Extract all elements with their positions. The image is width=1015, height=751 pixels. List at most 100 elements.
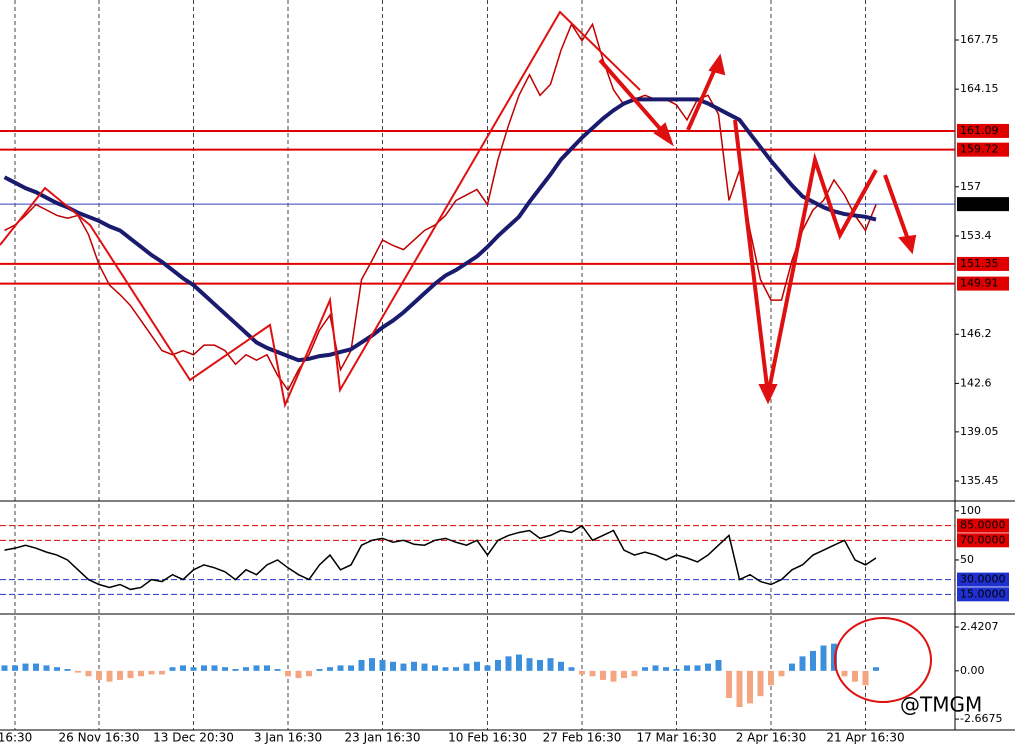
histogram-bar <box>526 658 533 671</box>
level-label-box <box>957 142 1009 157</box>
histogram-bar <box>316 669 323 671</box>
x-tick-label: 23 Jan 16:30 <box>345 731 421 745</box>
histogram-bar <box>558 661 564 671</box>
histogram-bar <box>369 658 375 671</box>
y-tick-label: 159.72 <box>960 143 999 156</box>
y-tick-label: 2.4207 <box>960 620 999 633</box>
y-tick-label: 164.15 <box>960 82 999 95</box>
histogram-bar <box>799 656 806 671</box>
histogram-bar <box>211 665 218 671</box>
histogram-bar <box>43 665 50 671</box>
histogram-bar <box>768 670 774 686</box>
series-line <box>4 22 877 392</box>
histogram-bar <box>243 667 249 671</box>
arrow <box>733 119 878 396</box>
layers: 16:30 26 Nov 16:30 13 Dec 20:30 3 Jan 16:30… <box>0 22 1009 745</box>
histogram-bar <box>232 669 239 671</box>
histogram-bar <box>862 670 869 686</box>
highlight-circle <box>834 617 932 703</box>
histogram-bar <box>715 659 722 671</box>
histogram-bar <box>253 665 260 671</box>
histogram-bar <box>159 670 165 675</box>
y-tick-label: 85.0000 <box>960 519 1006 532</box>
histogram-bar <box>453 667 459 671</box>
level-label-box <box>957 572 1009 587</box>
histogram-bar <box>85 670 92 677</box>
x-tick-label: 3 Jan 16:30 <box>254 731 322 745</box>
y-tick-label: 50 <box>960 553 974 566</box>
histogram-bar <box>621 670 627 679</box>
histogram-bar <box>810 650 816 671</box>
histogram-bar <box>190 667 197 671</box>
histogram-bar <box>64 669 71 671</box>
histogram-bar <box>75 670 81 673</box>
histogram-bar <box>96 670 102 680</box>
histogram-bar <box>379 659 386 671</box>
histogram-bar <box>411 661 417 671</box>
vertical-grid <box>14 0 866 730</box>
histogram-bar <box>306 670 312 677</box>
histogram-bar <box>54 667 60 671</box>
x-tick-label: 21 Apr 16:30 <box>826 731 904 745</box>
histogram-bar <box>327 667 333 671</box>
series-line <box>3 97 877 363</box>
x-tick-label: 27 Feb 16:30 <box>543 731 622 745</box>
histogram-bar <box>610 670 617 682</box>
x-tick-label: 16:30 <box>0 731 32 745</box>
histogram-bar <box>484 665 491 671</box>
histogram-bar <box>33 663 39 671</box>
y-tick-label: 135.45 <box>960 474 999 487</box>
histogram-bar <box>852 670 858 682</box>
y-tick-label: 167.75 <box>960 33 999 46</box>
histogram-bar <box>463 663 470 671</box>
histogram-bar <box>820 645 827 671</box>
y-tick-label: 15.0000 <box>960 587 1006 600</box>
histogram-bar <box>148 670 155 675</box>
histogram-bar <box>285 670 291 677</box>
histogram-bar <box>579 670 585 675</box>
histogram-bar <box>127 670 134 679</box>
histogram-bar <box>568 667 575 671</box>
histogram-bar <box>495 659 501 671</box>
y-tick-label: 157 <box>960 180 981 193</box>
histogram-bar <box>432 665 438 671</box>
annotations <box>0 10 932 703</box>
y-tick-label: 146.2 <box>960 327 992 340</box>
histogram-bar <box>505 656 512 671</box>
histogram-bar <box>1 665 8 671</box>
histogram-bar <box>537 659 543 671</box>
zigzag <box>0 10 641 409</box>
arrow <box>686 61 720 131</box>
plot-background <box>0 0 955 730</box>
x-tick-label: 2 Apr 16:30 <box>736 731 807 745</box>
histogram-bar <box>358 659 365 671</box>
histogram-bar <box>12 665 18 671</box>
level-label-box <box>957 518 1009 533</box>
histogram-bar <box>684 665 690 671</box>
histogram-bar <box>390 661 396 671</box>
y-tick-label: 0.00 <box>960 664 985 677</box>
arrow-head <box>758 384 778 405</box>
histogram-bar <box>138 670 144 677</box>
x-tick-label: 17 Mar 16:30 <box>636 731 716 745</box>
level-label-box <box>957 533 1009 548</box>
series-line <box>4 524 877 591</box>
level-label-box <box>957 123 1009 138</box>
x-tick-label: 13 Dec 20:30 <box>153 731 234 745</box>
histogram-bar <box>873 667 879 671</box>
histogram-bar <box>789 663 795 671</box>
y-tick-label: 100 <box>960 504 981 517</box>
histogram-bar <box>400 663 407 671</box>
level-label-box <box>957 197 1009 212</box>
y-tick-label: 155.73 <box>960 197 999 210</box>
histogram-bar <box>117 670 123 680</box>
x-tick-label: 10 Feb 16:30 <box>448 731 527 745</box>
arrow-head <box>653 122 674 147</box>
arrow <box>598 58 672 142</box>
level-label-box <box>957 276 1009 291</box>
histogram-bar <box>337 665 344 671</box>
arrow-head <box>898 234 917 255</box>
histogram-bar <box>442 667 449 671</box>
histogram-bar <box>274 669 281 671</box>
